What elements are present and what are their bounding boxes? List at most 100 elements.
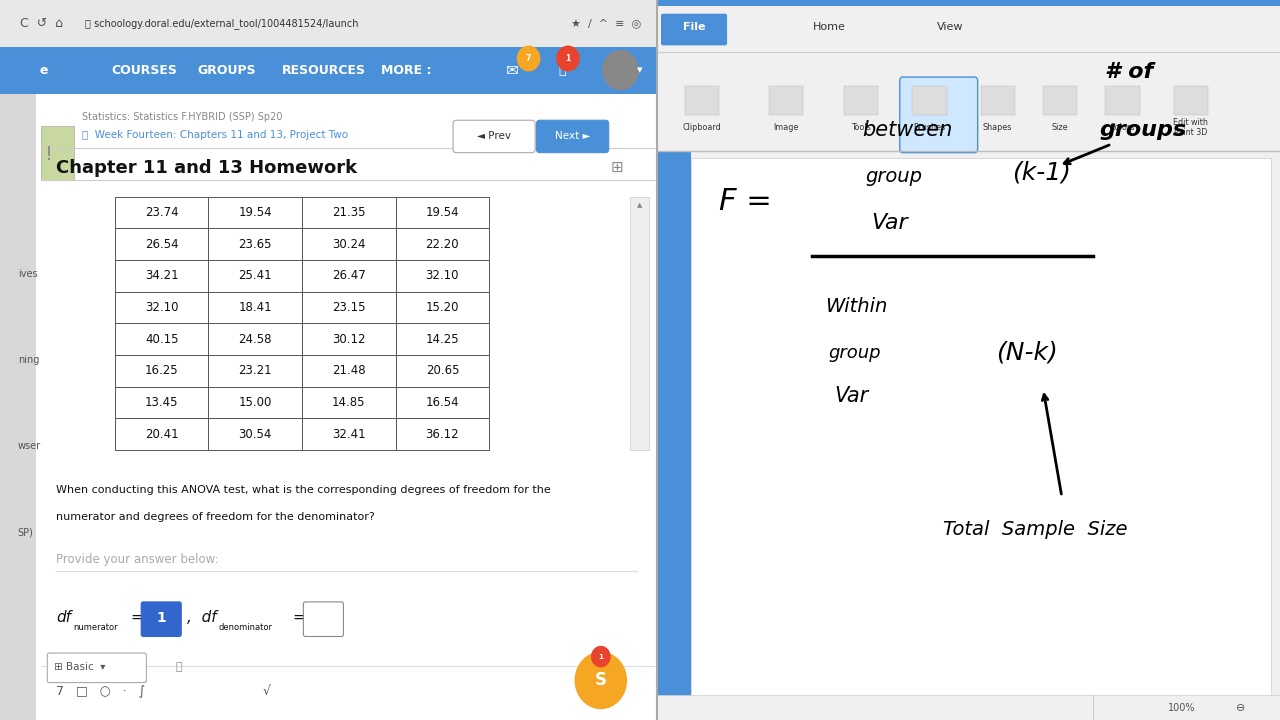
- Bar: [630, 197, 649, 450]
- Text: ives: ives: [18, 269, 37, 279]
- FancyBboxPatch shape: [303, 602, 343, 636]
- Bar: [115, 292, 209, 323]
- Text: 23.65: 23.65: [238, 238, 273, 251]
- Bar: [980, 86, 1015, 115]
- Bar: [657, 151, 691, 720]
- Bar: [115, 323, 209, 355]
- Text: df: df: [56, 611, 70, 625]
- Bar: [115, 197, 209, 228]
- Text: 19.54: 19.54: [238, 206, 273, 219]
- Text: Tools: Tools: [851, 123, 870, 132]
- Text: View: View: [937, 22, 964, 32]
- Bar: [396, 418, 489, 450]
- Text: 30.54: 30.54: [238, 428, 271, 441]
- Text: Colors: Colors: [1110, 123, 1135, 132]
- FancyBboxPatch shape: [900, 77, 978, 153]
- Text: 30.24: 30.24: [332, 238, 366, 251]
- Text: COURSES: COURSES: [111, 63, 178, 77]
- Text: Statistics: Statistics F.HYBRID (SSP) Sp20: Statistics: Statistics F.HYBRID (SSP) Sp…: [82, 112, 283, 122]
- Bar: [302, 197, 396, 228]
- Text: ⊖: ⊖: [1236, 703, 1245, 713]
- Text: Chapter 11 and 13 Homework: Chapter 11 and 13 Homework: [56, 158, 357, 176]
- Bar: [0, 94, 36, 720]
- Text: (N-k): (N-k): [996, 341, 1059, 365]
- Bar: [302, 292, 396, 323]
- Bar: [396, 355, 489, 387]
- Text: Edit with
Paint 3D: Edit with Paint 3D: [1174, 118, 1208, 137]
- Bar: [657, 0, 1280, 6]
- Bar: [209, 323, 302, 355]
- Text: 7   □   ○   ·   ∫: 7 □ ○ · ∫: [56, 685, 145, 698]
- Text: RESOURCES: RESOURCES: [283, 63, 366, 77]
- Text: Clipboard: Clipboard: [682, 123, 721, 132]
- Text: group: group: [828, 344, 881, 361]
- Text: S: S: [595, 671, 607, 690]
- Text: Within: Within: [824, 297, 887, 315]
- Text: 18.41: 18.41: [238, 301, 273, 314]
- Text: ⊞ Basic  ▾: ⊞ Basic ▾: [54, 662, 105, 672]
- Bar: [209, 418, 302, 450]
- Bar: [209, 355, 302, 387]
- Text: 13.45: 13.45: [145, 396, 178, 409]
- Text: ▾: ▾: [637, 66, 643, 75]
- Text: 32.10: 32.10: [426, 269, 460, 282]
- Bar: [396, 197, 489, 228]
- Text: Home: Home: [813, 22, 845, 32]
- Text: =: =: [131, 611, 143, 625]
- Text: 1: 1: [598, 654, 603, 660]
- Bar: [209, 197, 302, 228]
- Text: ◄ Prev: ◄ Prev: [476, 131, 511, 141]
- Text: 20.41: 20.41: [145, 428, 178, 441]
- Text: 1: 1: [156, 611, 165, 625]
- Text: C  ↺  ⌂: C ↺ ⌂: [19, 17, 63, 30]
- Bar: [396, 228, 489, 260]
- Bar: [396, 292, 489, 323]
- Text: ning: ning: [18, 355, 40, 365]
- Circle shape: [517, 45, 540, 71]
- Text: group: group: [865, 167, 923, 186]
- Text: Var: Var: [835, 386, 869, 406]
- Text: 21.35: 21.35: [332, 206, 366, 219]
- Text: ,  df: , df: [187, 611, 216, 625]
- Text: Var: Var: [872, 213, 909, 233]
- Bar: [302, 323, 396, 355]
- Text: 36.12: 36.12: [425, 428, 460, 441]
- Text: 19.54: 19.54: [425, 206, 460, 219]
- FancyBboxPatch shape: [141, 602, 182, 636]
- Bar: [691, 158, 1271, 702]
- Text: Provide your answer below:: Provide your answer below:: [56, 553, 219, 566]
- Bar: [302, 418, 396, 450]
- Text: 24.58: 24.58: [238, 333, 273, 346]
- Text: When conducting this ANOVA test, what is the corresponding degrees of freedom fo: When conducting this ANOVA test, what is…: [56, 485, 550, 495]
- Text: wser: wser: [18, 441, 41, 451]
- Circle shape: [602, 50, 639, 90]
- Text: ⊞: ⊞: [611, 161, 623, 175]
- Bar: [115, 228, 209, 260]
- Text: Shapes: Shapes: [983, 123, 1012, 132]
- Text: Next ►: Next ►: [554, 131, 590, 141]
- Text: between: between: [863, 120, 952, 140]
- Bar: [657, 0, 1280, 151]
- Text: 🔔: 🔔: [558, 63, 566, 77]
- Text: 23.21: 23.21: [238, 364, 273, 377]
- Text: ✉: ✉: [506, 63, 518, 78]
- Text: GROUPS: GROUPS: [197, 63, 256, 77]
- Circle shape: [575, 652, 627, 709]
- Text: 14.85: 14.85: [332, 396, 366, 409]
- Text: 1: 1: [566, 54, 571, 63]
- Bar: [302, 355, 396, 387]
- Bar: [115, 355, 209, 387]
- Text: √: √: [262, 685, 270, 698]
- Bar: [115, 260, 209, 292]
- Bar: [396, 260, 489, 292]
- Bar: [209, 292, 302, 323]
- Bar: [0, 47, 657, 94]
- Circle shape: [591, 646, 611, 667]
- Text: !: !: [45, 145, 52, 164]
- Bar: [302, 228, 396, 260]
- Text: SP): SP): [18, 528, 33, 538]
- Bar: [209, 260, 302, 292]
- Text: 15.00: 15.00: [238, 396, 271, 409]
- Text: ★  /  ^  ≡  ◎: ★ / ^ ≡ ◎: [571, 19, 641, 28]
- Bar: [657, 695, 1280, 720]
